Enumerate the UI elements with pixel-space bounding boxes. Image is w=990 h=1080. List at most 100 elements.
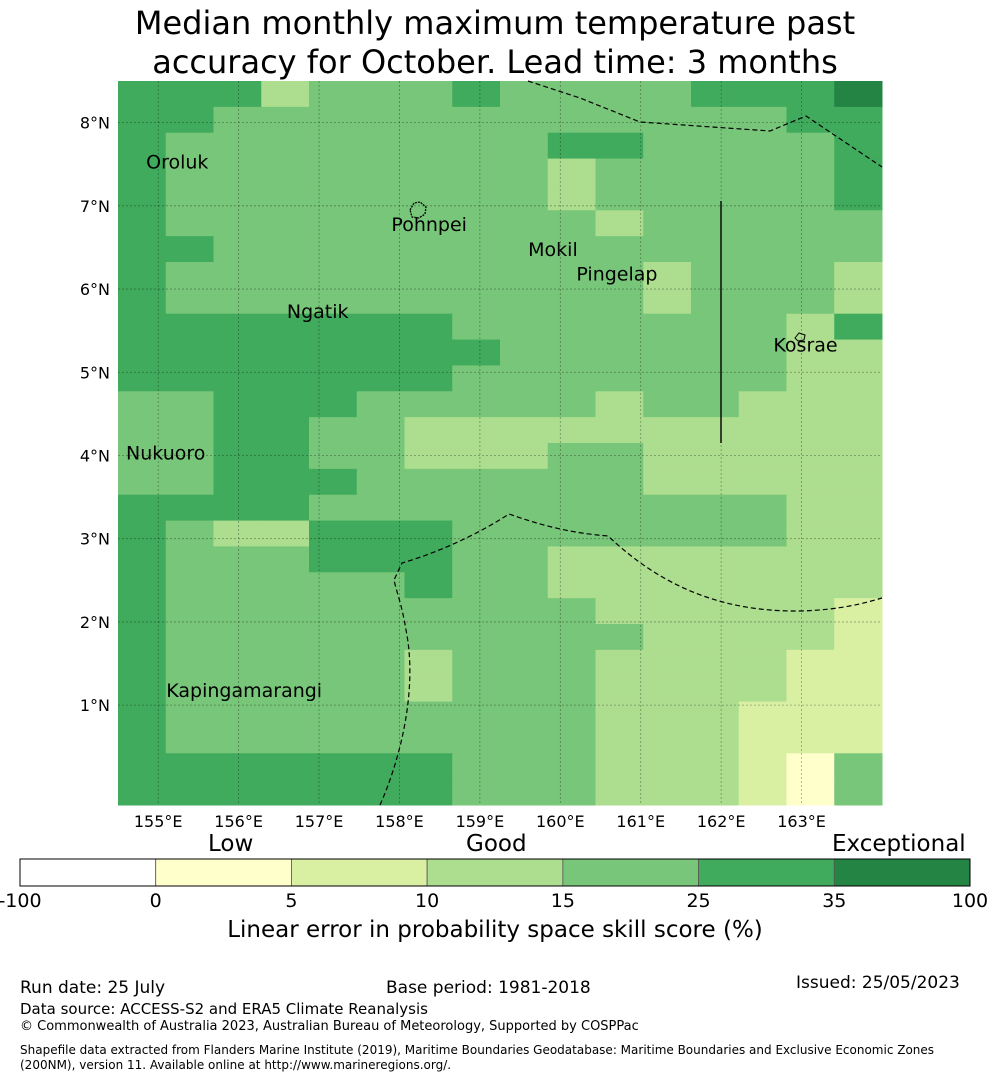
grid-cell: [165, 701, 214, 728]
grid-cell: [834, 262, 883, 289]
grid-cell: [643, 546, 692, 573]
grid-cell: [165, 184, 214, 211]
grid-cell: [643, 779, 692, 806]
grid-cell: [547, 443, 596, 470]
grid-cell: [213, 624, 262, 651]
colorbar-swatch: [291, 858, 428, 887]
grid-cell: [691, 417, 740, 444]
grid-cell: [309, 468, 358, 496]
grid-cell: [165, 236, 214, 263]
grid-cell: [738, 494, 787, 522]
grid-cell: [643, 81, 692, 108]
grid-cell: [118, 649, 167, 677]
grid-cell: [547, 106, 596, 134]
grid-cell: [309, 81, 358, 108]
grid-cell: [165, 753, 214, 780]
grid-cell: [404, 339, 453, 366]
grid-cell: [261, 520, 310, 547]
grid-cell: [595, 443, 644, 470]
grid-cell: [404, 287, 453, 315]
grid-cell: [834, 365, 883, 392]
grid-cell: [261, 598, 310, 625]
grid-cell: [500, 753, 549, 780]
grid-cell: [452, 313, 501, 341]
grid-cell: [691, 675, 740, 703]
lat-tick-label: 8°N: [80, 114, 110, 133]
lon-tick-label: 157°E: [295, 812, 344, 831]
place-label: Nukuoro: [126, 443, 205, 465]
grid-cell: [213, 313, 262, 341]
colorbar-swatch: [562, 858, 699, 887]
grid-cell: [595, 262, 644, 289]
grid-cell: [118, 753, 167, 780]
grid-cell: [738, 520, 787, 547]
grid-cell: [691, 106, 740, 134]
grid-cell: [834, 701, 883, 728]
skill-score-map: 155°E 156°E 157°E 158°E 159°E 160°E 161°E 162°E…: [80, 80, 883, 831]
grid-cell: [261, 81, 310, 108]
grid-cell: [691, 339, 740, 366]
grid-cell: [165, 520, 214, 547]
grid-cell: [691, 236, 740, 263]
grid-cell: [786, 675, 835, 703]
grid-cell: [261, 262, 310, 289]
place-label: Kosrae: [773, 334, 837, 356]
grid-cell: [691, 701, 740, 728]
lat-tick-label: 2°N: [80, 613, 110, 632]
grid-cell: [213, 494, 262, 522]
grid-cell: [165, 494, 214, 522]
grid-cell: [834, 417, 883, 444]
grid-cell: [118, 391, 167, 418]
grid-cell: [738, 624, 787, 651]
grid-cell: [309, 236, 358, 263]
grid-cell: [595, 753, 644, 780]
grid-cell: [595, 210, 644, 237]
grid-cell: [309, 313, 358, 341]
grid-cell: [452, 779, 501, 806]
grid-cell: [500, 417, 549, 444]
grid-cell: [834, 727, 883, 754]
grid-cell: [213, 365, 262, 392]
grid-cell: [452, 494, 501, 522]
grid-cell: [786, 624, 835, 651]
grid-cell: [452, 210, 501, 237]
colorbar-tick-label: 0: [149, 890, 162, 912]
grid-cell: [691, 391, 740, 418]
grid-cell: [834, 494, 883, 522]
grid-cell: [500, 649, 549, 677]
grid-cell: [261, 753, 310, 780]
grid-cell: [309, 417, 358, 444]
grid-cell: [500, 158, 549, 185]
grid-cell: [309, 598, 358, 625]
grid-cell: [356, 313, 405, 341]
grid-cell: [834, 753, 883, 780]
grid-cell: [643, 727, 692, 754]
grid-cell: [165, 779, 214, 806]
grid-cell: [786, 417, 835, 444]
grid-cell: [213, 81, 262, 108]
grid-cell: [165, 649, 214, 677]
grid-cell: [595, 365, 644, 392]
colorbar-swatch: [426, 858, 564, 887]
grid-cell: [500, 313, 549, 341]
grid-cell: [452, 468, 501, 496]
grid-cell: [595, 391, 644, 418]
lat-tick-label: 1°N: [80, 696, 110, 715]
grid-cell: [691, 598, 740, 625]
shapefile-credit: Shapefile data extracted from Flanders M…: [20, 1043, 935, 1072]
grid-cell: [595, 287, 644, 315]
grid-cell: [404, 649, 453, 677]
grid-cell: [404, 210, 453, 237]
grid-cell: [356, 132, 405, 160]
grid-cell: [595, 184, 644, 211]
grid-cell: [356, 417, 405, 444]
colorbar-tick-label: 5: [285, 890, 298, 912]
grid-cell: [213, 520, 262, 547]
grid-cell: [404, 701, 453, 728]
grid-cell: [691, 546, 740, 573]
grid-cell: [452, 287, 501, 315]
grid-cell: [547, 184, 596, 211]
grid-cell: [452, 158, 501, 185]
grid-cell: [261, 184, 310, 211]
grid-cell: [643, 184, 692, 211]
